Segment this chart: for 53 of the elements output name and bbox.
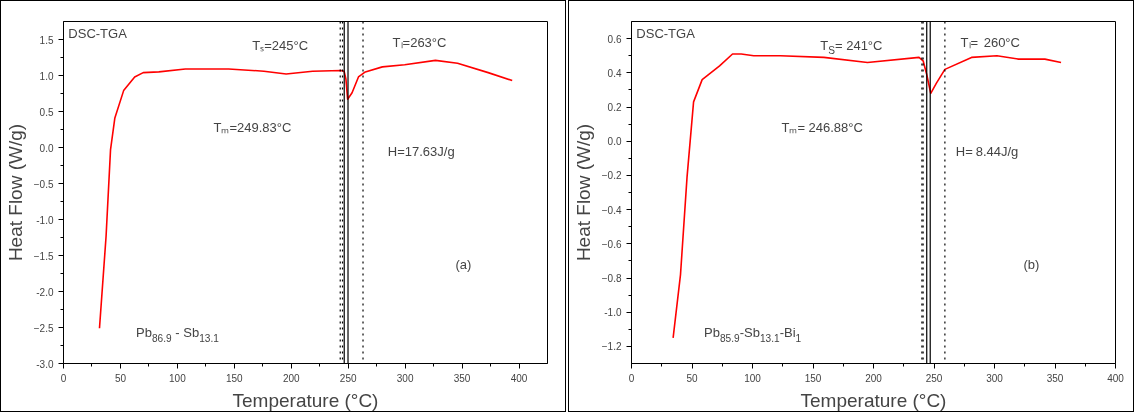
x-tick-label: 400 (510, 372, 528, 384)
x-tick-label: 300 (396, 372, 414, 384)
x-tick-label: 150 (804, 372, 822, 384)
y-tick-label: −0.8 (601, 273, 622, 284)
x-axis-title: Temperature (°C) (232, 389, 379, 411)
y-tick-label: −0.2 (601, 170, 622, 182)
x-tick-label: 0 (628, 372, 635, 384)
y-tick-label: 0.2 (607, 102, 622, 113)
annotation: Tₛ=245°C (252, 37, 309, 53)
y-tick-label: −1.2 (601, 341, 622, 353)
x-tick-label: 50 (686, 372, 698, 384)
x-tick-label: 400 (1107, 372, 1125, 384)
y-tick-label: -1.0 (604, 307, 622, 319)
x-tick-label: 250 (339, 372, 357, 384)
annotation: (a) (455, 256, 472, 272)
annotation: DSC-TGA (68, 25, 128, 41)
y-tick-label: 0.0 (39, 142, 54, 154)
x-tick-label: 100 (169, 372, 187, 384)
y-tick-label: 0.0 (607, 136, 622, 148)
annotation: (b) (1023, 256, 1040, 272)
y-tick-label: 0.5 (39, 106, 54, 118)
y-tick-label: −1.5 (33, 250, 54, 262)
y-tick-label: −0.4 (601, 204, 622, 216)
y-tick-label: 1.0 (39, 70, 54, 82)
x-tick-label: 250 (925, 372, 943, 384)
x-tick-label: 50 (114, 372, 127, 384)
y-tick-label: 0.4 (607, 67, 622, 79)
x-tick-label: 0 (60, 372, 67, 384)
annotation: Tₗ=263°C (392, 34, 447, 50)
x-axis-title: Temperature (°C) (800, 389, 947, 411)
y-tick-label: 0.6 (607, 33, 622, 45)
y-tick-label: −0.6 (601, 238, 622, 250)
x-tick-label: 300 (986, 372, 1004, 384)
y-axis-title: Heat Flow (W/g) (4, 123, 26, 262)
x-tick-label: 350 (453, 372, 471, 384)
y-tick-label: -2.0 (36, 286, 54, 298)
x-tick-label: 350 (1046, 372, 1064, 384)
y-tick-label: -1.0 (36, 214, 54, 226)
annotation: DSC-TGA (636, 25, 696, 41)
y-axis-title: Heat Flow (W/g) (572, 123, 594, 262)
annotation: H= 8.44J/g (955, 143, 1019, 159)
annotation: Tₗ= 260°C (960, 34, 1020, 50)
x-tick-label: 100 (744, 372, 762, 384)
x-tick-label: 200 (282, 372, 301, 384)
annotation: H=17.63J/g (387, 143, 455, 159)
x-tick-label: 200 (865, 372, 883, 384)
annotation: Tₘ=249.83°C (213, 120, 292, 136)
y-tick-label: 1.5 (39, 34, 54, 46)
x-tick-label: 150 (225, 372, 244, 384)
y-tick-label: −0.5 (33, 178, 54, 190)
y-tick-label: -3.0 (36, 358, 54, 370)
y-tick-label: −2.5 (33, 322, 54, 334)
annotation: Tₘ= 246.88°C (781, 120, 863, 136)
